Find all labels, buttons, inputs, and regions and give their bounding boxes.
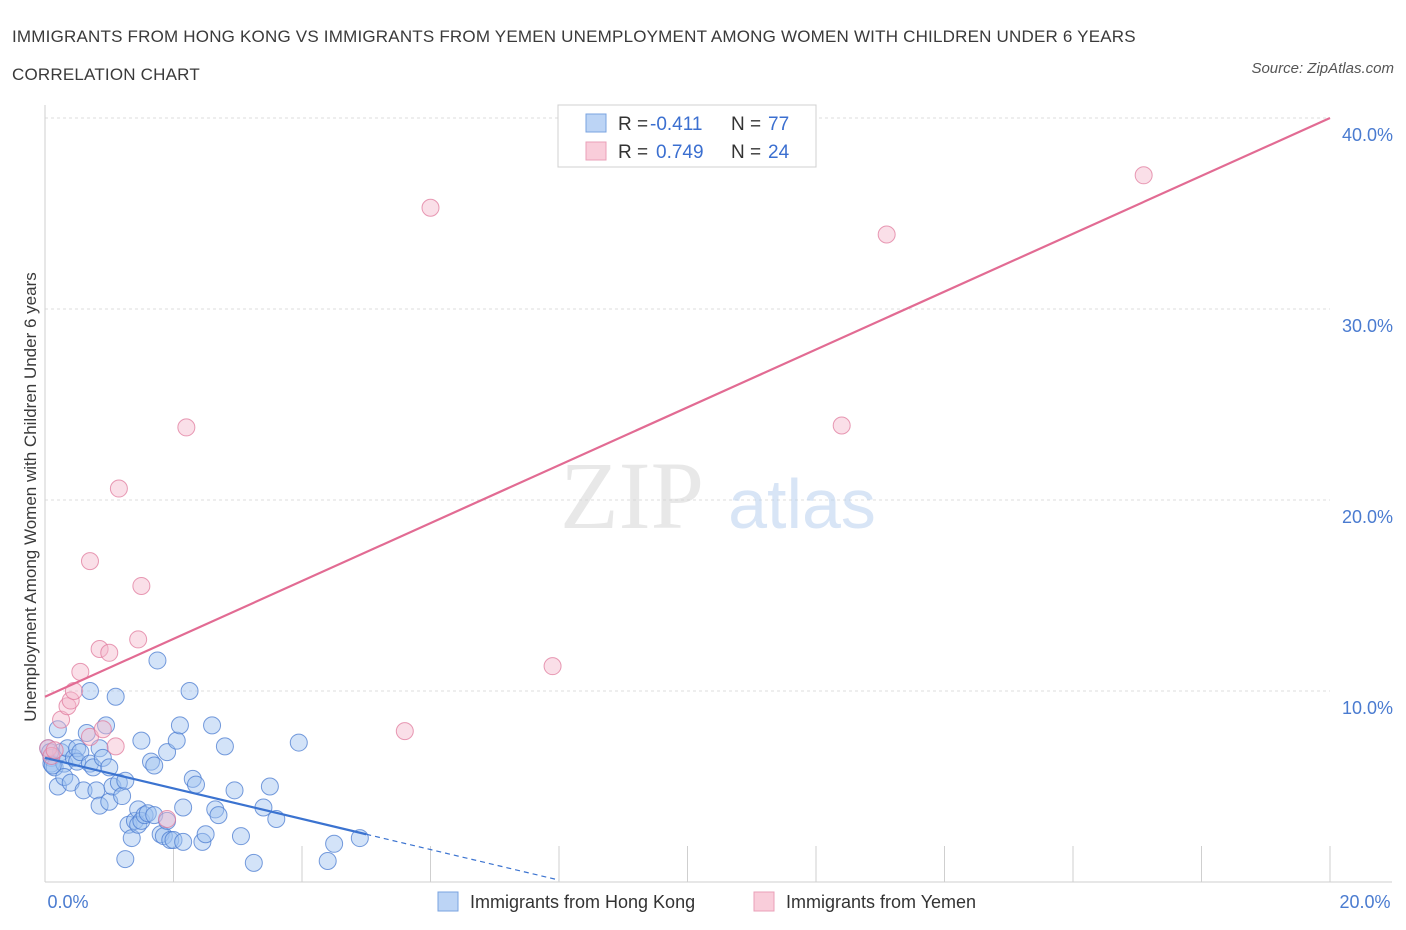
- series-0-point-65: [225, 781, 244, 800]
- series-1-point-12: [106, 737, 125, 756]
- legend-r-value-2: 0.749: [656, 142, 704, 163]
- series-1-point-4: [58, 697, 77, 716]
- legend-swatch-yemen: [585, 141, 607, 161]
- y-axis-label: Unemployment Among Women with Children U…: [21, 272, 40, 721]
- y-tick-label-0: 10.0%: [1342, 698, 1393, 718]
- series-0-point-21: [90, 739, 109, 758]
- series-1-point-18: [177, 418, 196, 437]
- series-0-point-14: [71, 743, 90, 762]
- series-0-point-55: [174, 832, 193, 851]
- series-1-point-17: [158, 809, 177, 828]
- source-label: Source: ZipAtlas.com: [1251, 60, 1394, 77]
- series-0-point-41: [138, 804, 157, 823]
- series-0-trend-line: [44, 756, 367, 836]
- series-1-point-14: [80, 552, 99, 571]
- series-1-point-9: [90, 639, 109, 658]
- bottom-legend-label-yemen: Immigrants from Yemen: [786, 892, 976, 912]
- chart-title: IMMIGRANTS FROM HONG KONG VS IMMIGRANTS …: [12, 27, 1136, 84]
- series-0-point-72: [318, 851, 337, 870]
- series-0-point-40: [135, 806, 154, 825]
- series-1-point-2: [45, 741, 64, 760]
- series-0-trend-extension: [366, 833, 560, 881]
- legend-n-value-1: 77: [768, 114, 789, 135]
- series-1-point-24: [1134, 166, 1153, 185]
- legend-r-label-2: R =: [618, 142, 648, 163]
- watermark-atlas: atlas: [728, 465, 876, 543]
- series-0-point-4: [48, 720, 67, 739]
- series-0-point-60: [196, 825, 215, 844]
- series-0-point-67: [244, 853, 263, 872]
- bottom-legend-swatch-yemen: [753, 891, 775, 912]
- series-0-point-30: [113, 787, 132, 806]
- series-0-point-52: [167, 731, 186, 750]
- y-tick-label-3: 40.0%: [1342, 125, 1393, 145]
- series-0-point-38: [132, 731, 151, 750]
- series-0-point-56: [180, 682, 199, 700]
- series-0-point-71: [289, 733, 308, 752]
- legend-swatch-hong-kong: [585, 113, 607, 133]
- series-0-point-45: [148, 651, 167, 670]
- series-0-point-17: [80, 682, 99, 700]
- series-0-point-66: [231, 827, 250, 846]
- series-0-point-61: [203, 716, 222, 735]
- series-1-point-19: [421, 198, 440, 217]
- series-0-point-44: [145, 756, 164, 775]
- series-0-point-58: [186, 775, 205, 794]
- series-0-point-62: [206, 800, 225, 819]
- series-0-point-63: [209, 806, 228, 825]
- x-tick-label-1: 20.0%: [1339, 892, 1390, 912]
- series-1-points: [39, 166, 1153, 828]
- series-legend: Immigrants from Hong Kong Immigrants fro…: [437, 891, 976, 912]
- legend-n-value-2: 24: [768, 142, 790, 163]
- series-0-point-15: [74, 781, 93, 800]
- correlation-legend: R = -0.411 N = 77 R = 0.749 N = 24: [557, 104, 817, 168]
- series-1-trend-line: [44, 116, 1331, 698]
- series-0-point-23: [93, 748, 112, 767]
- watermark-zip: ZIP: [560, 442, 704, 549]
- legend-r-label-1: R =: [618, 114, 648, 135]
- bottom-legend-swatch-hong-kong: [437, 891, 459, 912]
- series-1-point-5: [61, 691, 80, 710]
- legend-n-label-2: N =: [731, 142, 761, 163]
- series-0-point-57: [183, 769, 202, 788]
- series-0-point-53: [170, 716, 189, 735]
- series-1-point-13: [109, 479, 128, 498]
- bottom-legend-label-hong-kong: Immigrants from Hong Kong: [470, 892, 695, 912]
- tick-labels: 10.0% 20.0% 30.0% 40.0% 0.0% 20.0%: [47, 125, 1393, 912]
- trend-lines: [44, 116, 1331, 881]
- series-0-point-48: [158, 743, 177, 762]
- series-0-point-54: [174, 798, 193, 817]
- series-0-point-22: [90, 796, 109, 815]
- series-1-point-22: [832, 416, 851, 435]
- series-0-point-73: [325, 834, 344, 853]
- series-1-point-11: [100, 643, 119, 662]
- series-1-point-23: [877, 225, 896, 244]
- series-0-points: [39, 651, 369, 872]
- series-1-point-16: [132, 576, 151, 595]
- axes: [44, 105, 1392, 883]
- series-1-point-10: [93, 720, 112, 739]
- y-tick-label-2: 30.0%: [1342, 316, 1393, 336]
- series-1-point-15: [129, 630, 148, 649]
- series-0-point-32: [116, 850, 135, 869]
- series-0-point-69: [260, 777, 279, 796]
- x-tick-label-0: 0.0%: [47, 892, 88, 912]
- series-1-point-21: [395, 722, 414, 741]
- series-1-point-6: [64, 682, 83, 700]
- series-0-point-29: [109, 773, 128, 792]
- legend-n-label-1: N =: [731, 114, 761, 135]
- data-points: [39, 166, 1153, 872]
- series-0-point-28: [106, 687, 125, 706]
- series-1-point-20: [543, 657, 562, 676]
- legend-r-value-1: -0.411: [650, 114, 702, 135]
- series-0-point-64: [215, 737, 234, 756]
- y-tick-label-1: 20.0%: [1342, 507, 1393, 527]
